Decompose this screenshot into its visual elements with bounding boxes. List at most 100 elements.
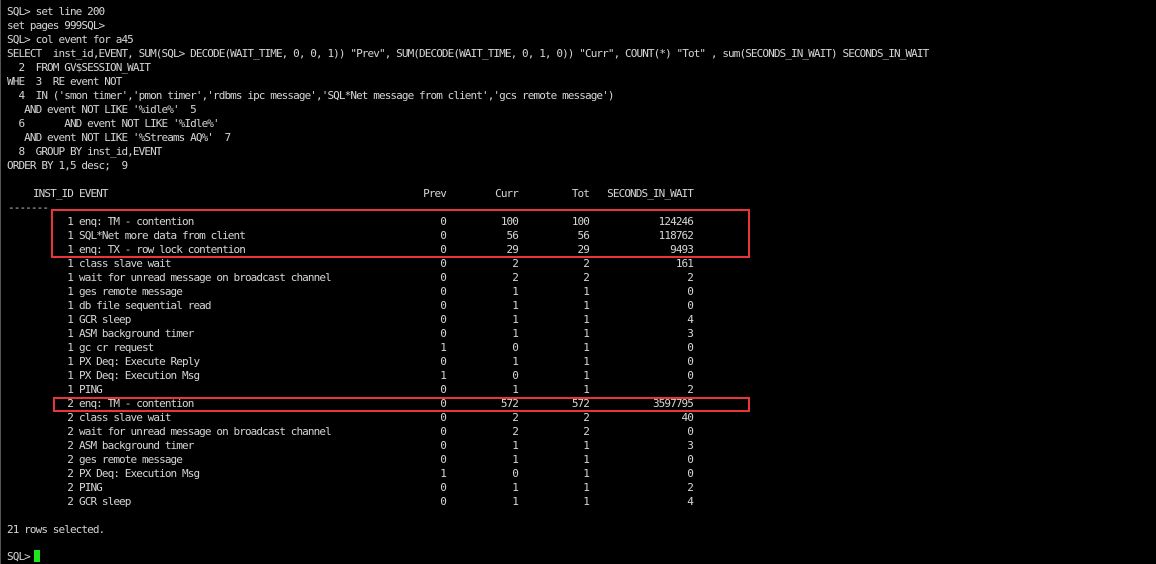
command-line: set pages 999SQL> — [7, 19, 105, 32]
cell-curr: 29 — [506, 243, 519, 256]
cell-tot: 1 — [583, 481, 590, 494]
cell-tot: 1 — [583, 355, 590, 368]
cell-curr: 1 — [512, 439, 519, 452]
cell-seconds-in-wait: 0 — [687, 299, 694, 312]
cell-event: ges remote message — [79, 453, 183, 466]
cell-inst-id: 1 — [67, 215, 74, 228]
table-row: 1 GCR sleep 0 1 1 4 — [1, 313, 1156, 327]
highlight-box-instance-2 — [53, 397, 750, 412]
cell-event: gc cr request — [79, 341, 154, 354]
table-row: 1 ASM background timer 0 1 1 3 — [1, 327, 1156, 341]
cell-curr: 572 — [500, 397, 519, 410]
cell-prev: 0 — [440, 299, 447, 312]
cell-prev: 0 — [440, 327, 447, 340]
cell-prev: 1 — [440, 341, 447, 354]
table-row: 1 PING 0 1 1 2 — [1, 383, 1156, 397]
table-row: 2 ges remote message 0 1 1 0 — [1, 453, 1156, 467]
cell-tot: 1 — [583, 453, 590, 466]
cell-seconds-in-wait: 4 — [687, 495, 694, 508]
cell-seconds-in-wait: 0 — [687, 341, 694, 354]
cell-curr: 1 — [512, 481, 519, 494]
table-row: 1 enq: TM - contention 0 100 100 124246 — [1, 215, 1156, 229]
cell-prev: 0 — [440, 257, 447, 270]
text-cursor — [33, 550, 40, 562]
cell-event: SQL*Net more data from client — [79, 229, 246, 242]
highlight-box-instance-1 — [51, 209, 750, 258]
cell-inst-id: 1 — [67, 271, 74, 284]
table-row: 2 ASM background timer 0 1 1 3 — [1, 439, 1156, 453]
cell-tot: 2 — [583, 271, 590, 284]
cell-tot: 29 — [577, 243, 590, 256]
cell-prev: 1 — [440, 467, 447, 480]
table-row: 2 PX Deq: Execution Msg 1 0 1 0 — [1, 467, 1156, 481]
cell-inst-id: 1 — [67, 229, 74, 242]
cell-tot: 1 — [583, 495, 590, 508]
cell-prev: 0 — [440, 495, 447, 508]
cell-inst-id: 2 — [67, 397, 74, 410]
cell-inst-id: 1 — [67, 383, 74, 396]
cell-inst-id: 2 — [67, 411, 74, 424]
cell-tot: 1 — [583, 341, 590, 354]
cell-prev: 0 — [440, 453, 447, 466]
cell-inst-id: 1 — [67, 285, 74, 298]
cell-curr: 1 — [512, 327, 519, 340]
header-inst-id: INST_ID — [32, 187, 74, 200]
cell-seconds-in-wait: 40 — [681, 411, 694, 424]
cell-event: class slave wait — [79, 257, 171, 270]
cell-seconds-in-wait: 2 — [687, 383, 694, 396]
cell-curr: 2 — [512, 271, 519, 284]
table-row: 1 gc cr request 1 0 1 0 — [1, 341, 1156, 355]
command-line: SELECT inst_id,EVENT, SUM(SQL> DECODE(WA… — [7, 47, 929, 60]
command-prompt[interactable]: SQL> — [7, 550, 40, 564]
cell-tot: 56 — [577, 229, 590, 242]
cell-seconds-in-wait: 2 — [687, 271, 694, 284]
cell-seconds-in-wait: 0 — [687, 467, 694, 480]
cell-event: enq: TM - contention — [79, 215, 194, 228]
command-line: AND event NOT LIKE '%idle%' 5 — [7, 103, 197, 116]
cell-seconds-in-wait: 0 — [687, 369, 694, 382]
table-row: 2 enq: TM - contention 0 572 572 3597795 — [1, 397, 1156, 411]
cell-seconds-in-wait: 0 — [687, 285, 694, 298]
cell-curr: 1 — [512, 453, 519, 466]
cell-curr: 2 — [512, 425, 519, 438]
header-tot: Tot — [571, 187, 590, 200]
cell-tot: 1 — [583, 285, 590, 298]
command-line: 8 GROUP BY inst_id,EVENT — [7, 145, 162, 158]
cell-seconds-in-wait: 3597795 — [652, 397, 694, 410]
cell-curr: 1 — [512, 355, 519, 368]
table-row: 1 db file sequential read 0 1 1 0 — [1, 299, 1156, 313]
prompt-label: SQL> — [7, 550, 31, 563]
table-row: 2 wait for unread message on broadcast ch… — [1, 425, 1156, 439]
table-row: 1 PX Deq: Execute Reply 0 1 1 0 — [1, 355, 1156, 369]
cell-event: enq: TX - row lock contention — [79, 243, 246, 256]
cell-inst-id: 1 — [67, 243, 74, 256]
cell-prev: 0 — [440, 355, 447, 368]
cell-seconds-in-wait: 9493 — [670, 243, 694, 256]
cell-seconds-in-wait: 124246 — [658, 215, 694, 228]
cell-event: wait for unread message on broadcast cha… — [79, 271, 332, 284]
cell-inst-id: 2 — [67, 453, 74, 466]
cell-tot: 1 — [583, 439, 590, 452]
cell-inst-id: 1 — [67, 313, 74, 326]
cell-prev: 0 — [440, 397, 447, 410]
cell-prev: 0 — [440, 439, 447, 452]
cell-tot: 1 — [583, 369, 590, 382]
cell-inst-id: 1 — [67, 299, 74, 312]
command-line: SQL> set line 200 — [7, 5, 105, 18]
cell-inst-id: 2 — [67, 467, 74, 480]
cell-event: ges remote message — [79, 285, 183, 298]
cell-event: PX Deq: Execution Msg — [79, 467, 200, 480]
cell-tot: 100 — [571, 215, 590, 228]
cell-event: GCR sleep — [79, 313, 131, 326]
table-row: 1 enq: TX - row lock contention 0 29 29 9493 — [1, 243, 1156, 257]
command-line: 6 AND event NOT LIKE '%Idle%' — [7, 117, 219, 130]
cell-curr: 2 — [512, 411, 519, 424]
table-row: 1 wait for unread message on broadcast ch… — [1, 271, 1156, 285]
table-row: 2 class slave wait 0 2 2 40 — [1, 411, 1156, 425]
cell-tot: 1 — [583, 327, 590, 340]
cell-event: db file sequential read — [79, 299, 212, 312]
header-event: EVENT — [79, 187, 109, 200]
cell-curr: 56 — [506, 229, 519, 242]
cell-prev: 0 — [440, 243, 447, 256]
